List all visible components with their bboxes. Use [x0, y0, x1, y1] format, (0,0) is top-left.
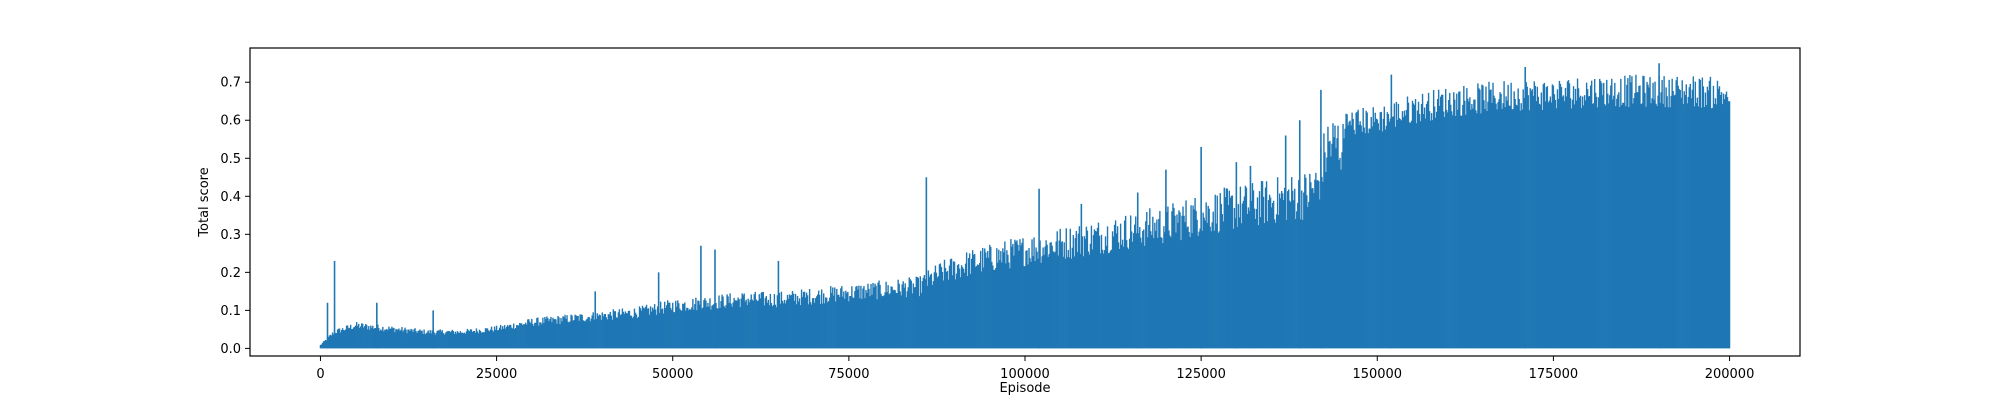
y-tick-label: 0.5 [220, 152, 241, 167]
y-tick-label: 0.4 [220, 190, 241, 205]
x-tick-label: 150000 [1352, 367, 1402, 382]
x-tick-label: 200000 [1705, 367, 1755, 382]
series-layer [319, 63, 1731, 349]
x-tick-label: 175000 [1529, 367, 1579, 382]
y-tick-label: 0.7 [220, 76, 241, 91]
y-tick-label: 0.2 [220, 266, 241, 281]
y-tick-label: 0.3 [220, 228, 241, 243]
x-axis-label: Episode [999, 381, 1050, 396]
x-tick-label: 50000 [652, 367, 693, 382]
x-axis: 0 25000 50000 75000 100000 125000 150000 175000… [316, 356, 1754, 382]
x-tick-label: 125000 [1176, 367, 1226, 382]
y-tick-label: 0.0 [220, 342, 241, 357]
x-tick-label: 0 [316, 367, 324, 382]
y-axis: 0.0 0.1 0.2 0.3 0.4 0.5 0.6 0.7 [220, 76, 250, 357]
x-tick-label: 100000 [1000, 367, 1050, 382]
y-tick-label: 0.1 [220, 304, 241, 319]
y-axis-label: Total score [197, 167, 212, 237]
x-tick-label: 75000 [828, 367, 869, 382]
x-tick-label: 25000 [476, 367, 517, 382]
y-tick-label: 0.6 [220, 114, 241, 129]
